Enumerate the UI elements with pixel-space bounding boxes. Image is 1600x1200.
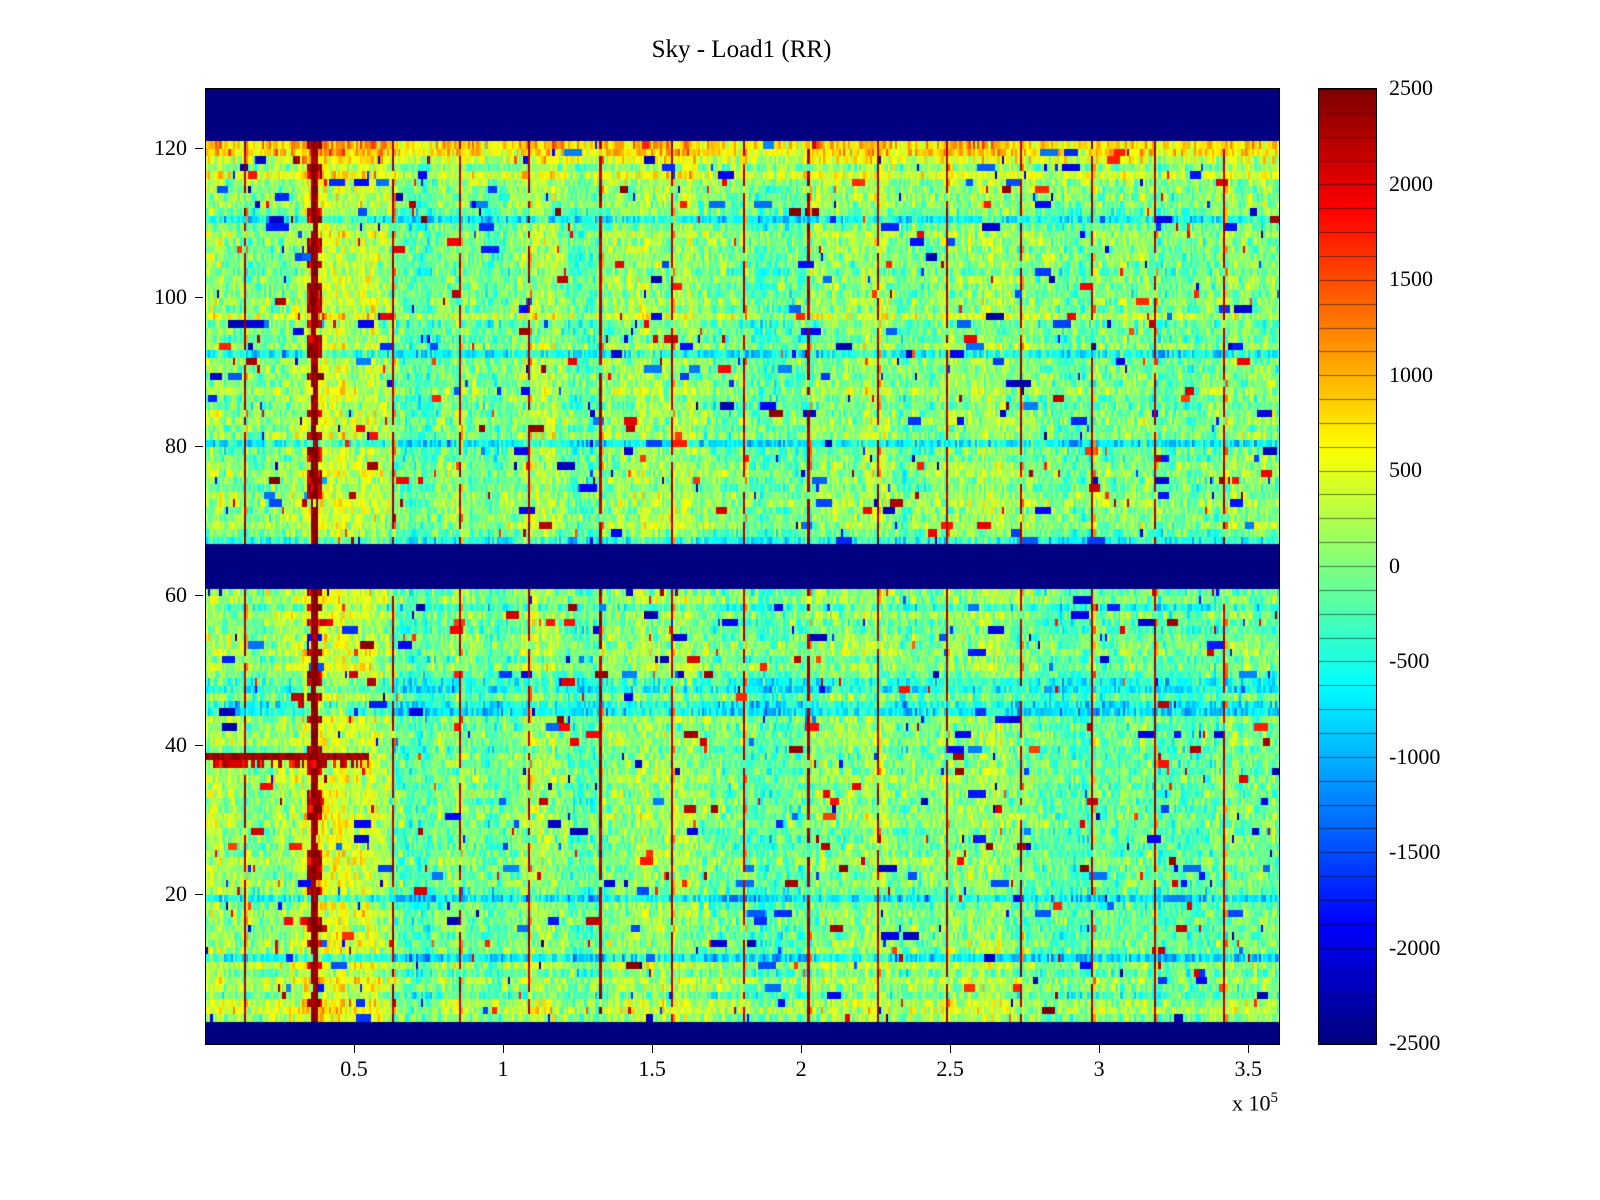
colorbar-tick-label: -1000 — [1389, 743, 1441, 769]
y-tick-mark — [195, 595, 203, 597]
heatmap-canvas — [206, 89, 1279, 1044]
x-tick-label: 3 — [1093, 1056, 1105, 1081]
x-tick-mark — [801, 1045, 803, 1053]
y-tick-label: 40 — [165, 731, 187, 757]
x-tick-label: 2 — [795, 1056, 807, 1081]
colorbar-tick-label: -2500 — [1389, 1030, 1441, 1055]
y-tick-mark — [195, 744, 203, 746]
colorbar-tick-label: 2500 — [1389, 75, 1433, 100]
y-tick-label: 80 — [165, 433, 187, 459]
colorbar-tick-label: 1500 — [1389, 266, 1433, 291]
y-tick-mark — [195, 296, 203, 298]
x-tick-label: 0.5 — [340, 1056, 368, 1081]
y-tick-label: 120 — [154, 134, 187, 160]
x-axis-exponent-power: 5 — [1270, 1090, 1279, 1106]
y-tick-mark — [195, 893, 203, 895]
plot-area — [205, 88, 1280, 1045]
x-tick-mark — [1099, 1045, 1101, 1053]
colorbar-tick-label: 2000 — [1389, 170, 1433, 196]
y-tick-label: 20 — [165, 880, 187, 906]
chart-title: Sky - Load1 (RR) — [651, 36, 832, 63]
colorbar-tick-label: -2000 — [1389, 934, 1441, 960]
y-tick-mark — [195, 446, 203, 448]
x-tick-mark — [503, 1045, 505, 1053]
x-tick-mark — [354, 1045, 356, 1053]
x-tick-mark — [652, 1045, 654, 1053]
x-tick-label: 1 — [497, 1056, 509, 1081]
x-tick-label: 1.5 — [638, 1056, 666, 1081]
colorbar-tick-label: 1000 — [1389, 361, 1433, 387]
colorbar-tick-label: 0 — [1389, 552, 1400, 578]
colorbar — [1318, 88, 1377, 1045]
y-tick-mark — [195, 147, 203, 149]
colorbar-tick-label: 500 — [1389, 457, 1422, 482]
x-tick-mark — [1248, 1045, 1250, 1053]
x-tick-mark — [950, 1045, 952, 1053]
x-tick-label: 2.5 — [936, 1056, 964, 1081]
colorbar-tick-label: -1500 — [1389, 839, 1441, 864]
x-axis-exponent: x 105 — [1108, 1090, 1278, 1116]
colorbar-canvas — [1319, 89, 1376, 1044]
x-tick-label: 3.5 — [1234, 1056, 1262, 1081]
colorbar-tick-label: -500 — [1389, 648, 1430, 673]
x-axis-exponent-base: x 10 — [1232, 1090, 1271, 1116]
y-tick-label: 100 — [154, 283, 187, 309]
y-tick-label: 60 — [165, 582, 187, 608]
